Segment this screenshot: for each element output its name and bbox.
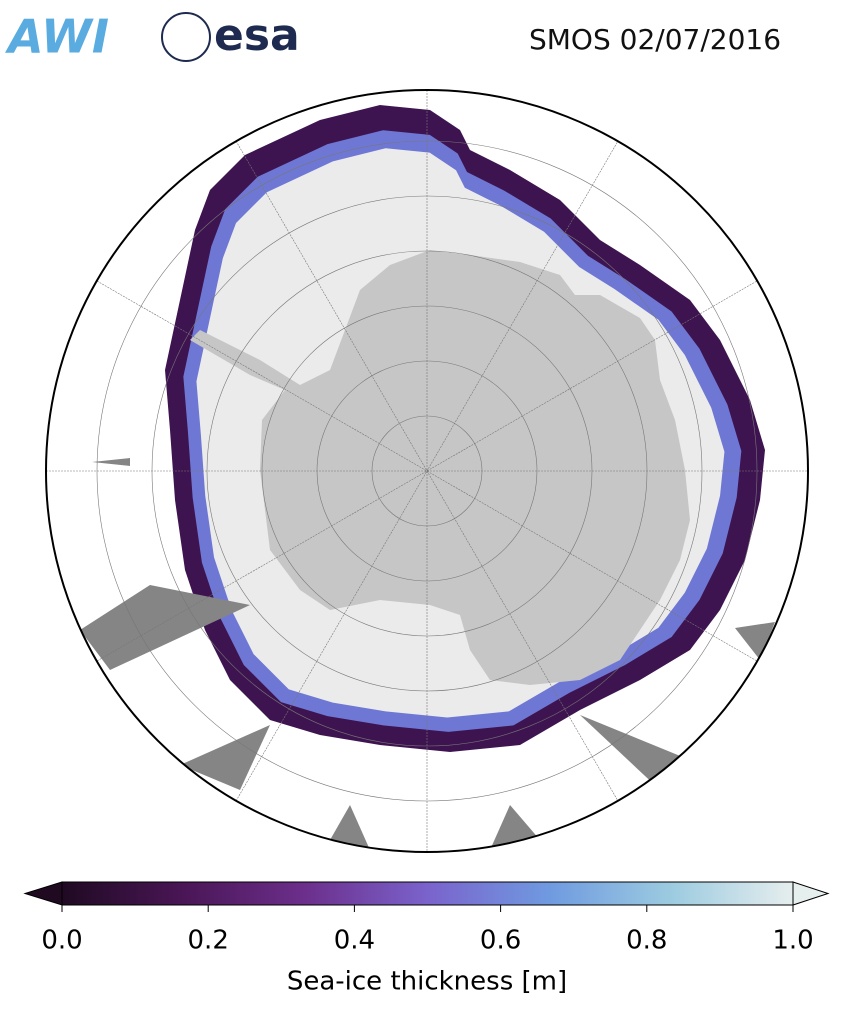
colorbar-gradient: [61, 881, 794, 906]
colorbar-label: Sea-ice thickness [m]: [287, 967, 567, 997]
title: SMOS 02/07/2016: [529, 23, 781, 56]
colorbar-tick-label: 0.8: [626, 926, 667, 956]
map: [46, 90, 808, 852]
colorbar-tick-label: 0.6: [480, 926, 521, 956]
colorbar-extend-max: [792, 881, 830, 906]
logo-esa-icon: [161, 12, 211, 62]
colorbar-tick-label: 0.2: [188, 926, 229, 956]
colorbar-tick-label: 0.4: [334, 926, 375, 956]
colorbar-tick-label: 1.0: [772, 926, 813, 956]
land: [190, 250, 690, 685]
map-border: [45, 89, 809, 853]
colorbar-tick-label: 0.0: [41, 926, 82, 956]
colorbar: Sea-ice thickness [m] 0.0 0.2 0.4 0.6 0.8 1.0: [23, 881, 830, 997]
logo-esa: esa: [214, 10, 300, 61]
graticule: [46, 90, 808, 852]
logo-awi: AWI: [5, 10, 109, 64]
colorbar-extend-min: [23, 881, 63, 906]
